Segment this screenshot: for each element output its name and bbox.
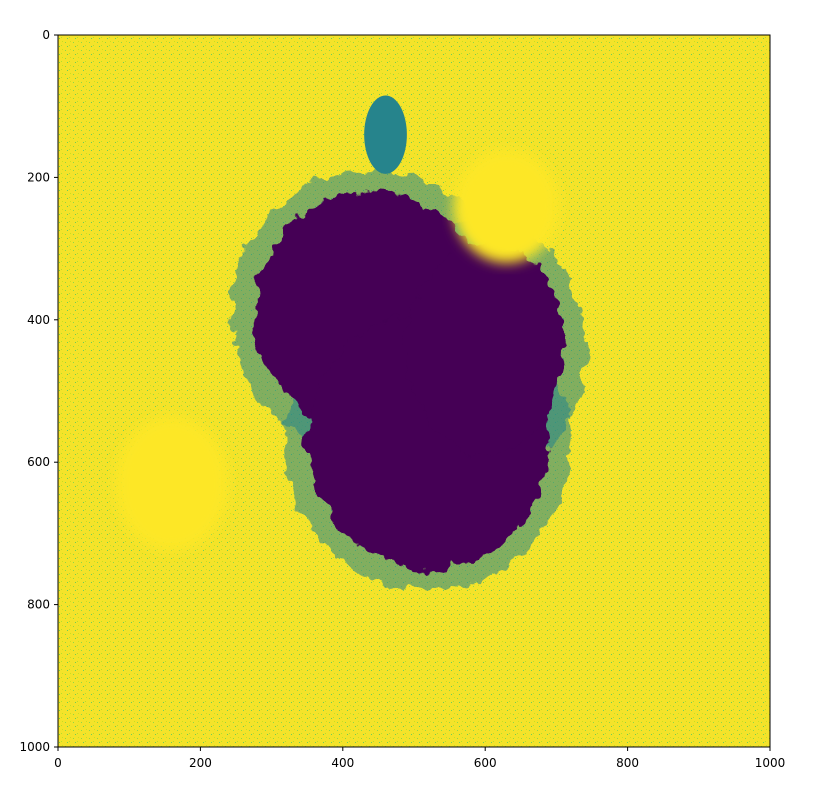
bright-spot-right xyxy=(453,148,560,263)
x-tick-label: 1000 xyxy=(755,756,786,770)
x-tick-label: 200 xyxy=(189,756,212,770)
x-tick-label: 400 xyxy=(331,756,354,770)
bright-spot-left xyxy=(114,415,229,552)
plot-area xyxy=(58,35,770,747)
y-tick-label: 400 xyxy=(27,313,50,327)
teal-streak xyxy=(364,95,407,174)
y-tick-label: 0 xyxy=(42,28,50,42)
axes-frame xyxy=(57,34,771,748)
x-tick-label: 0 xyxy=(54,756,62,770)
y-tick-label: 200 xyxy=(27,170,50,184)
dark-lobe xyxy=(406,241,564,456)
y-tick-label: 800 xyxy=(27,598,50,612)
y-axis: 0 200 400 600 800 1000 xyxy=(19,28,58,754)
heatmap-regions xyxy=(114,95,586,591)
y-tick-label: 600 xyxy=(27,455,50,469)
x-axis: 0 200 400 600 800 1000 xyxy=(54,747,785,770)
x-tick-label: 600 xyxy=(474,756,497,770)
x-tick-label: 800 xyxy=(616,756,639,770)
y-tick-label: 1000 xyxy=(19,740,50,754)
